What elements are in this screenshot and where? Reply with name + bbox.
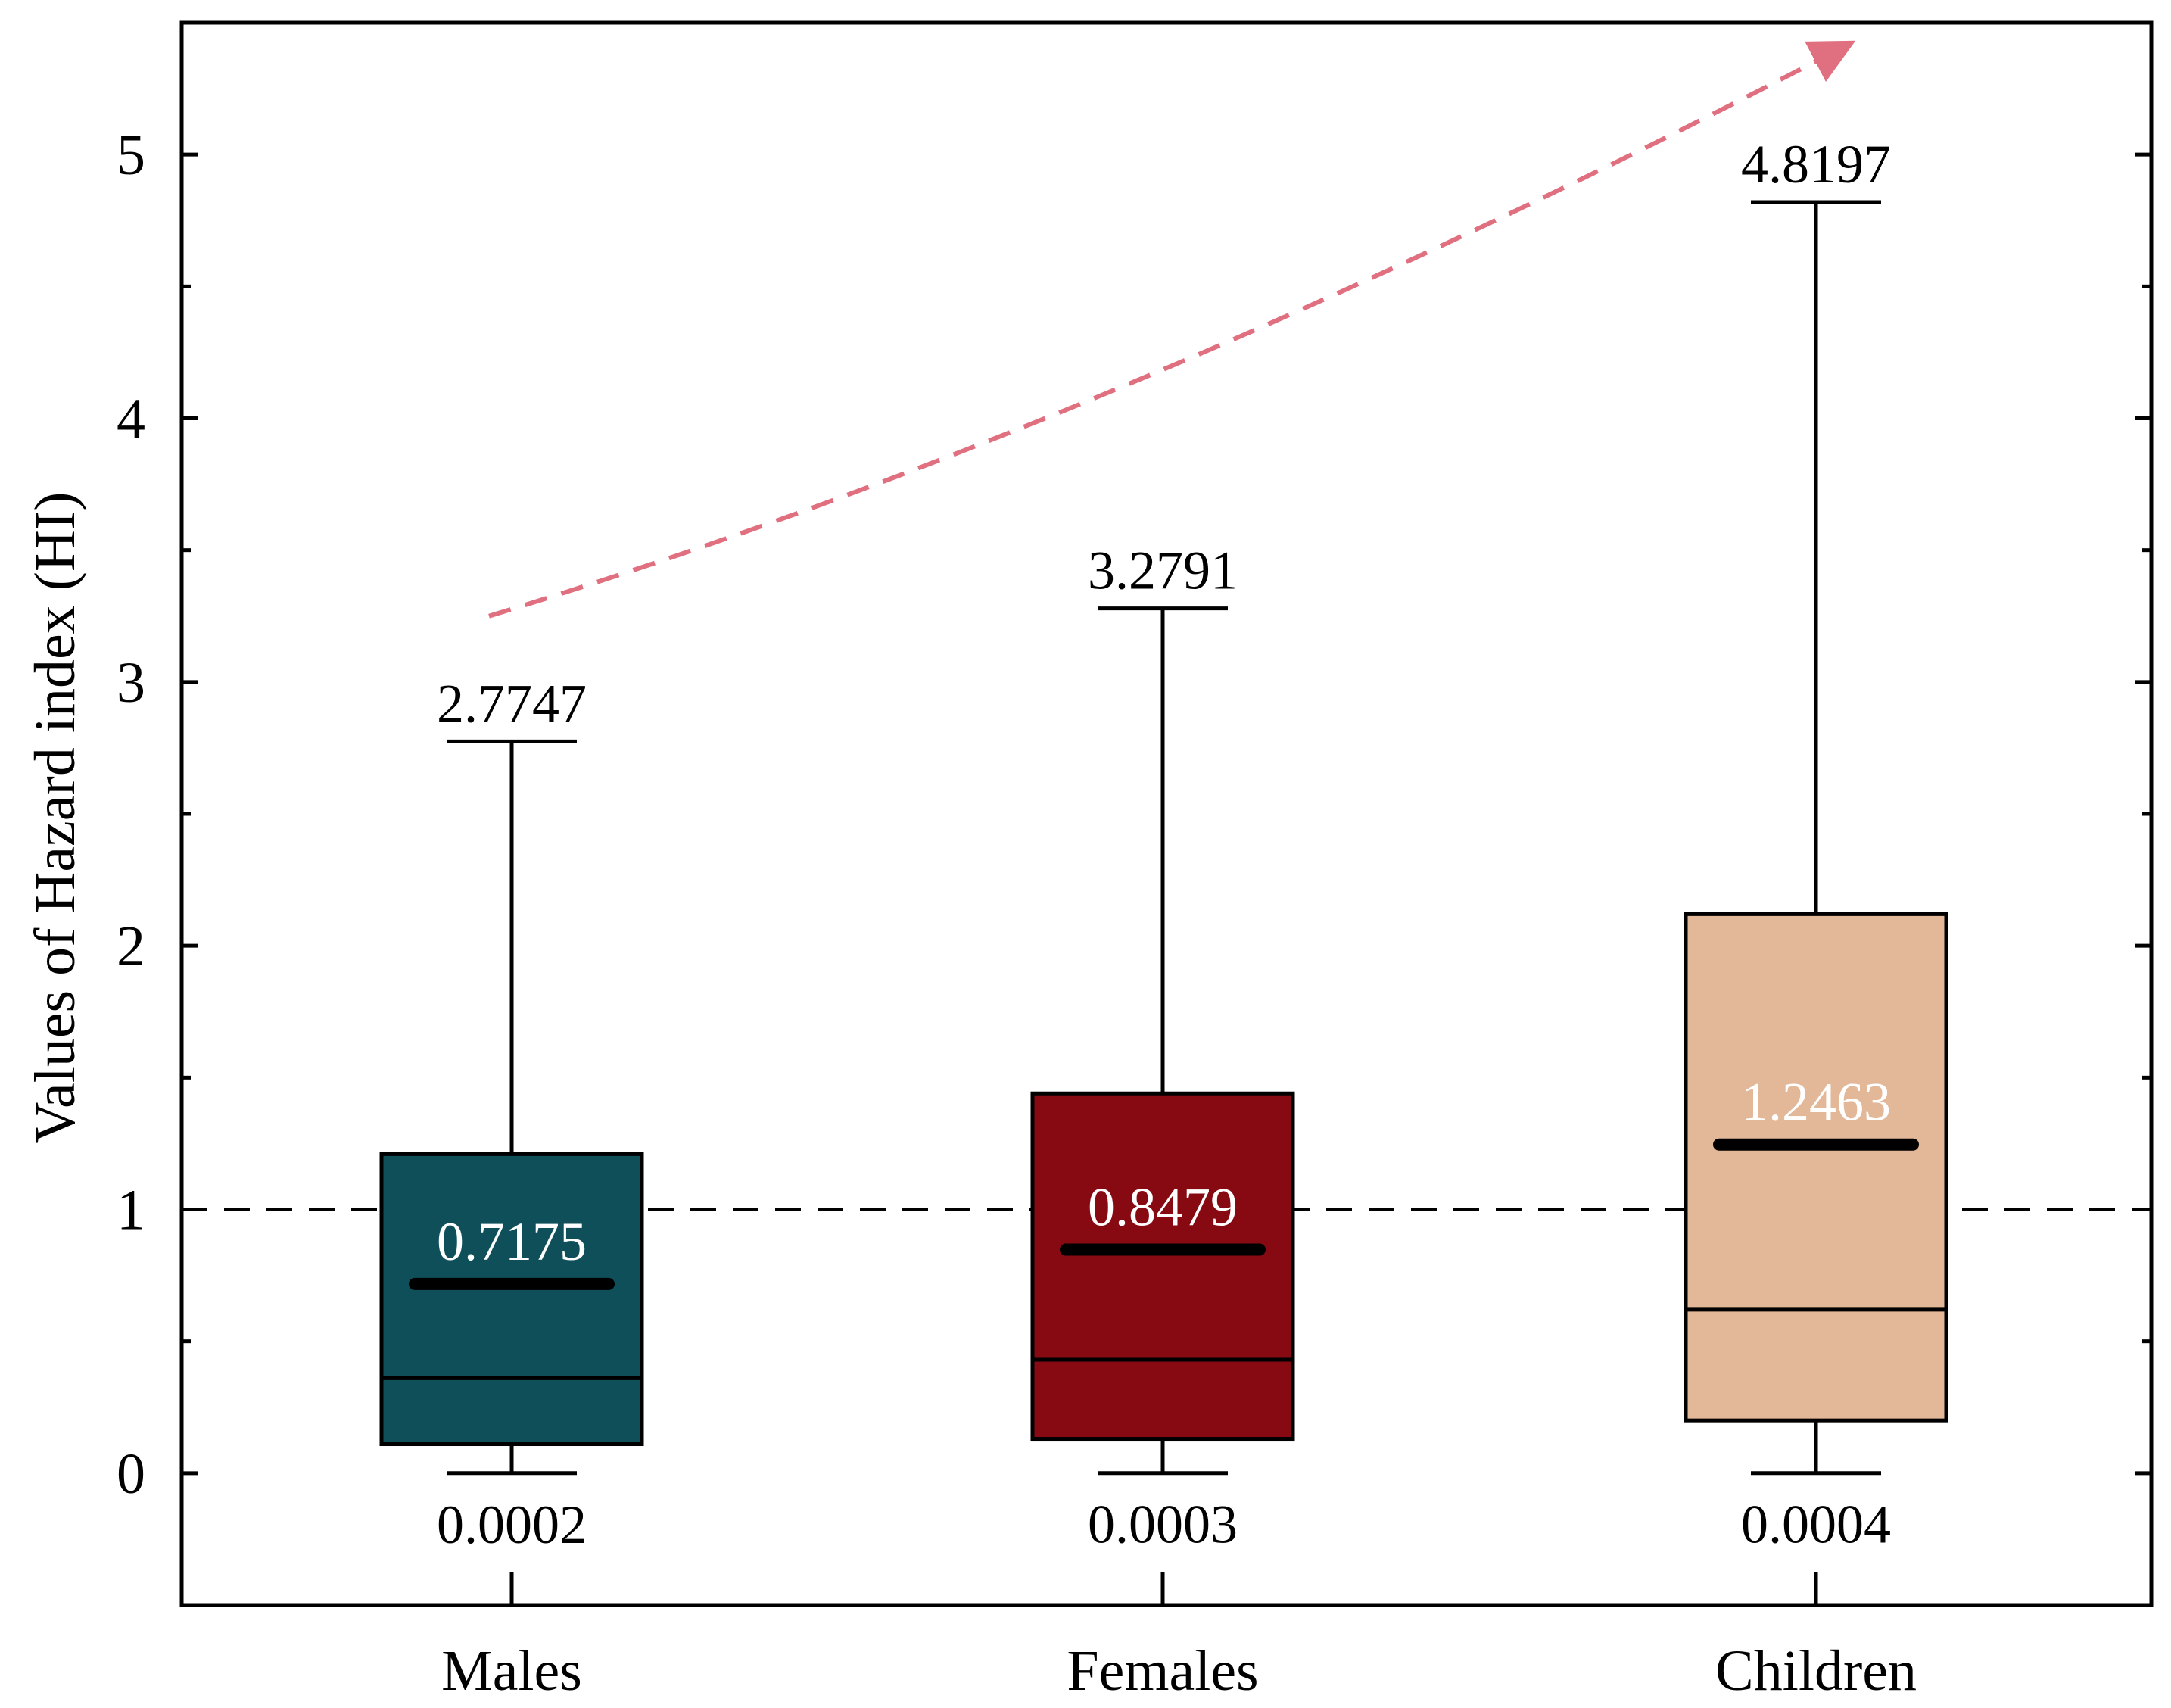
mean-label-children: 1.2463 bbox=[1741, 1072, 1891, 1133]
box-females bbox=[1030, 1091, 1295, 1442]
mean-label-females: 0.8479 bbox=[1088, 1177, 1238, 1237]
y-axis-title: Values of Hazard index (HI) bbox=[23, 492, 87, 1144]
y-tick-label: 0 bbox=[117, 1442, 145, 1506]
x-tick-label-males: Males bbox=[441, 1639, 582, 1703]
y-tick-label: 1 bbox=[117, 1179, 145, 1242]
max-label-children: 4.8197 bbox=[1741, 134, 1891, 195]
y-tick-label: 3 bbox=[117, 651, 145, 715]
min-label-males: 0.0002 bbox=[437, 1494, 587, 1555]
box-males bbox=[379, 1152, 644, 1447]
y-tick-label: 5 bbox=[117, 123, 145, 187]
min-label-children: 0.0004 bbox=[1741, 1494, 1891, 1555]
x-tick-label-females: Females bbox=[1067, 1639, 1258, 1703]
box-children bbox=[1684, 912, 1948, 1423]
max-label-males: 2.7747 bbox=[437, 673, 587, 734]
x-tick-label-children: Children bbox=[1715, 1639, 1917, 1703]
y-tick-label: 4 bbox=[117, 388, 145, 451]
min-label-females: 0.0003 bbox=[1088, 1494, 1238, 1555]
max-label-females: 3.2791 bbox=[1088, 541, 1238, 601]
mean-label-males: 0.7175 bbox=[437, 1211, 587, 1272]
trend-arrow bbox=[488, 40, 1856, 619]
y-tick-label: 2 bbox=[117, 915, 145, 978]
